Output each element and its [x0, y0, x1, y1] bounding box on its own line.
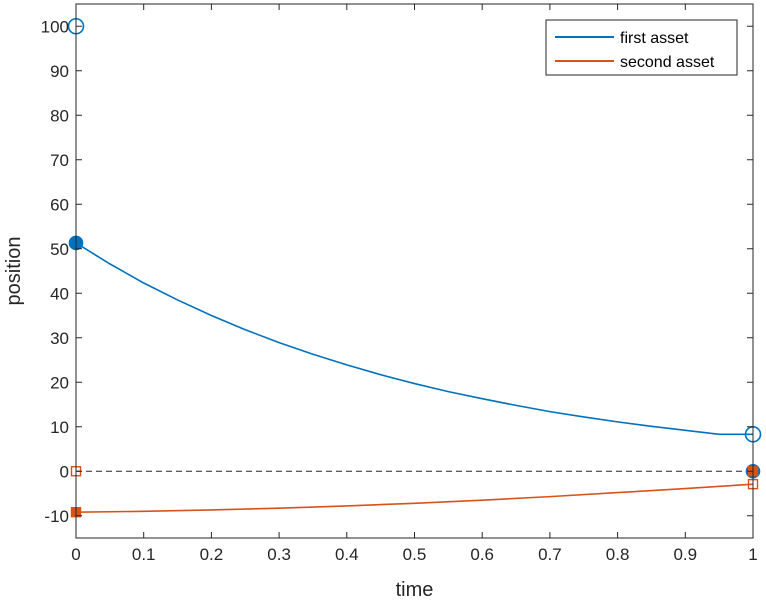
x-tick-label-10: 1 — [748, 545, 757, 564]
x-tick-label-0: 0 — [71, 545, 80, 564]
x-tick-label-1: 0.1 — [132, 545, 156, 564]
x-tick-label-3: 0.3 — [267, 545, 291, 564]
y-tick-label-9: 80 — [50, 106, 69, 125]
x-tick-label-2: 0.2 — [200, 545, 224, 564]
y-tick-label-1: 0 — [60, 462, 69, 481]
legend-label-second-asset: second asset — [620, 54, 715, 71]
x-tick-label-4: 0.4 — [335, 545, 359, 564]
y-tick-label-3: 20 — [50, 373, 69, 392]
y-tick-label-4: 30 — [50, 329, 69, 348]
y-tick-label-8: 70 — [50, 151, 69, 170]
x-tick-label-5: 0.5 — [403, 545, 427, 564]
series-line-0 — [75, 242, 753, 436]
y-tick-label-7: 60 — [50, 195, 69, 214]
legend-box — [545, 19, 738, 76]
y-tick-label-10: 90 — [50, 62, 69, 81]
plot-area — [76, 4, 753, 538]
tick-labels: 0 0.1 0.2 0.3 0.4 0.5 0.6 0.7 0.8 0.9 1-1001020304… — [41, 17, 758, 564]
x-tick-label-6: 0.6 — [470, 545, 494, 564]
ticks-layer — [75, 4, 754, 538]
y-tick-label-0: -10 — [44, 507, 69, 526]
y-axis-label: position — [3, 237, 25, 306]
y-tick-label-2: 10 — [50, 418, 69, 437]
series-line-1 — [75, 483, 754, 513]
x-tick-label-9: 0.9 — [673, 545, 697, 564]
x-tick-label-7: 0.7 — [538, 545, 562, 564]
y-tick-label-11: 100 — [41, 17, 69, 36]
legend-label-first-asset: first asset — [620, 30, 689, 47]
legend: first asset second asset — [545, 19, 738, 76]
y-tick-label-5: 40 — [50, 284, 69, 303]
x-tick-label-8: 0.8 — [606, 545, 630, 564]
y-tick-label-6: 50 — [50, 240, 69, 259]
x-axis-label: time — [396, 579, 434, 601]
